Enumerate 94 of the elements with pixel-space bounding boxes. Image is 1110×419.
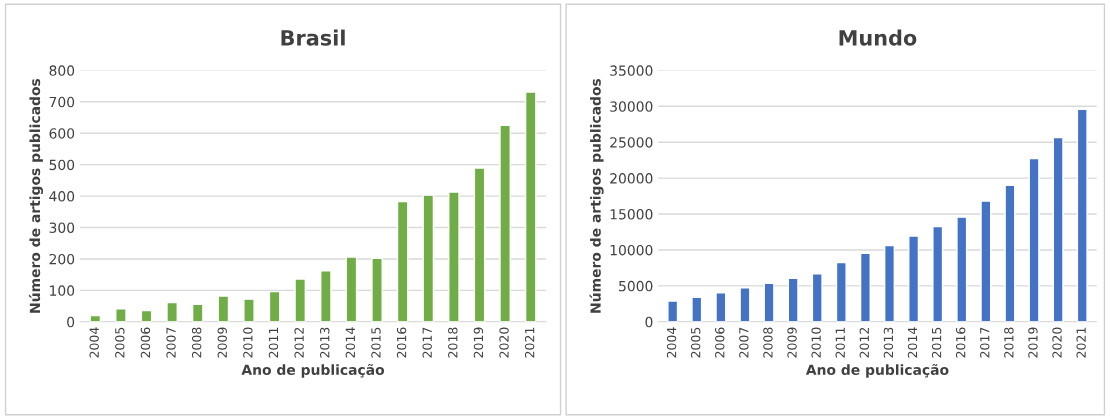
y-tick-label: 30000 <box>610 101 653 112</box>
x-tick-label: 2021 <box>524 327 535 358</box>
bar <box>787 277 799 322</box>
x-tick-label: 2005 <box>690 327 701 358</box>
x-tick-label: 2009 <box>217 327 227 358</box>
x-tick-label: 2010 <box>243 327 253 358</box>
y-tick-label: 0 <box>645 316 653 328</box>
x-tick-label: 2020 <box>1052 327 1062 358</box>
bar <box>371 257 383 322</box>
x-tick-label: 2007 <box>739 327 749 358</box>
y-tick-label: 0 <box>67 316 75 328</box>
x-tick-label: 2017 <box>980 327 990 358</box>
bar <box>268 290 281 322</box>
y-tick-label: 500 <box>49 159 75 171</box>
y-axis-title: Número de artigos publicados <box>28 78 43 313</box>
bar <box>883 244 896 322</box>
x-tick-label: 2007 <box>166 327 176 358</box>
x-axis-title: Ano de publicação <box>241 364 385 378</box>
bar <box>422 194 435 322</box>
x-tick-label: 2012 <box>294 327 304 358</box>
bar <box>345 256 358 322</box>
x-tick-label: 2018 <box>1004 327 1014 358</box>
x-axis-title: Ano de publicação <box>805 364 949 378</box>
x-tick-label: 2009 <box>787 327 797 358</box>
bar <box>89 314 102 322</box>
bar <box>1028 157 1040 322</box>
bar <box>166 301 178 322</box>
x-tick-label: 2016 <box>396 327 407 358</box>
bar <box>811 273 823 322</box>
bar <box>320 270 332 322</box>
bar <box>294 278 307 322</box>
bar <box>1052 136 1064 322</box>
y-tick-label: 800 <box>49 65 75 76</box>
y-tick-label: 15000 <box>610 209 653 220</box>
x-tick-label: 2011 <box>268 327 279 358</box>
y-tick-label: 200 <box>49 253 75 265</box>
x-tick-label: 2004 <box>666 327 677 358</box>
bar <box>763 282 775 322</box>
bar <box>908 235 920 322</box>
bar <box>739 287 751 322</box>
bar <box>715 292 727 322</box>
bar <box>691 296 703 322</box>
x-tick-label: 2015 <box>931 327 942 358</box>
y-tick-label: 35000 <box>610 65 653 76</box>
y-tick-label: 20000 <box>610 173 653 184</box>
x-tick-label: 2016 <box>955 327 966 358</box>
y-tick-label: 400 <box>49 191 75 202</box>
x-tick-label: 2005 <box>115 327 125 358</box>
x-tick-label: 2014 <box>345 327 356 358</box>
bar <box>191 303 204 322</box>
bar <box>524 91 537 322</box>
bar <box>473 167 486 322</box>
x-tick-label: 2013 <box>320 327 330 358</box>
x-tick-label: 2008 <box>763 327 773 358</box>
x-tick-label: 2012 <box>859 327 870 358</box>
x-tick-label: 2008 <box>191 327 202 358</box>
y-tick-label: 25000 <box>610 137 653 148</box>
bar <box>217 295 230 322</box>
bar <box>932 225 944 322</box>
y-tick-label: 100 <box>50 285 75 296</box>
y-tick-label: 10000 <box>610 244 653 256</box>
bar <box>1076 108 1088 322</box>
x-tick-label: 2010 <box>811 327 821 358</box>
x-tick-label: 2013 <box>883 327 894 358</box>
x-tick-label: 2019 <box>1028 327 1038 358</box>
bar <box>667 300 679 322</box>
bar <box>243 298 255 322</box>
bar <box>980 200 992 322</box>
bar <box>1004 184 1016 322</box>
bar <box>448 191 460 322</box>
x-tick-label: 2011 <box>835 327 845 358</box>
bar <box>499 124 511 322</box>
y-axis-title: Número de artigos publicados <box>589 78 604 313</box>
x-tick-label: 2004 <box>89 327 99 358</box>
x-tick-label: 2015 <box>371 327 381 358</box>
bar <box>835 261 847 322</box>
chart-title: Mundo <box>839 29 917 46</box>
x-tick-label: 2018 <box>448 327 458 358</box>
y-tick-label: 700 <box>49 96 75 108</box>
x-tick-label: 2006 <box>715 327 725 358</box>
bar <box>956 216 968 322</box>
y-tick-label: 5000 <box>619 280 653 292</box>
bar <box>115 308 127 322</box>
y-tick-label: 300 <box>49 222 75 233</box>
x-tick-label: 2014 <box>907 327 918 358</box>
chart-title: Brasil <box>281 29 345 46</box>
x-tick-label: 2017 <box>422 327 432 358</box>
x-tick-label: 2006 <box>140 327 151 358</box>
y-tick-label: 600 <box>49 128 75 139</box>
x-tick-label: 2019 <box>473 327 484 358</box>
bar <box>859 252 871 322</box>
x-tick-label: 2021 <box>1076 327 1086 358</box>
x-tick-label: 2020 <box>499 327 509 358</box>
bar <box>396 200 409 322</box>
